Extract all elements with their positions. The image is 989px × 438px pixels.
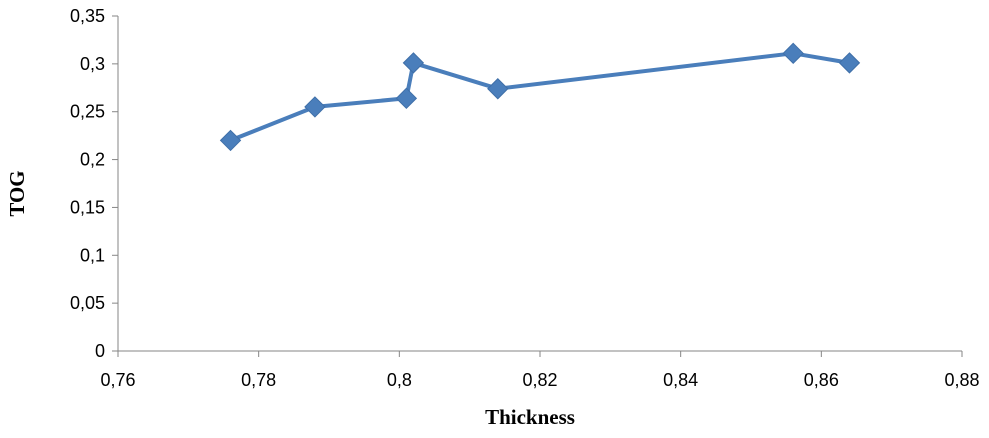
data-point-marker <box>487 78 509 100</box>
data-point-marker <box>304 96 326 118</box>
y-tick-label: 0,15 <box>70 197 105 217</box>
x-tick-label: 0,76 <box>100 370 135 390</box>
y-axis-title: TOG <box>5 170 29 216</box>
x-tick-label: 0,8 <box>387 370 412 390</box>
x-tick-label: 0,86 <box>804 370 839 390</box>
data-point-marker <box>782 42 804 65</box>
data-point-marker <box>395 87 418 110</box>
x-axis-ticks: 0,76 0,78 0,8 0,82 0,84 0,86 0,88 <box>100 351 980 390</box>
y-tick-label: 0,35 <box>70 6 105 26</box>
y-tick-label: 0,25 <box>70 102 105 122</box>
x-axis: 0,76 0,78 0,8 0,82 0,84 0,86 0,88 <box>100 350 980 390</box>
series-layer <box>219 42 861 152</box>
data-point-marker <box>219 129 242 152</box>
x-axis-title: Thickness <box>485 405 575 429</box>
y-axis: 0 0,05 0,1 0,15 0,2 0,25 0,3 0,35 <box>70 6 119 361</box>
series-line <box>228 51 852 143</box>
x-tick-label: 0,88 <box>944 370 979 390</box>
data-point-marker <box>402 52 425 74</box>
y-tick-label: 0 <box>95 341 105 361</box>
y-tick-label: 0,2 <box>80 150 105 170</box>
x-tick-label: 0,82 <box>522 370 557 390</box>
y-tick-label: 0,05 <box>70 293 105 313</box>
data-point-marker <box>838 52 861 74</box>
y-tick-label: 0,1 <box>80 245 105 265</box>
y-tick-label: 0,3 <box>80 54 105 74</box>
x-tick-label: 0,78 <box>241 370 276 390</box>
x-tick-label: 0,84 <box>663 370 698 390</box>
y-axis-ticks: 0 0,05 0,1 0,15 0,2 0,25 0,3 0,35 <box>70 6 118 361</box>
